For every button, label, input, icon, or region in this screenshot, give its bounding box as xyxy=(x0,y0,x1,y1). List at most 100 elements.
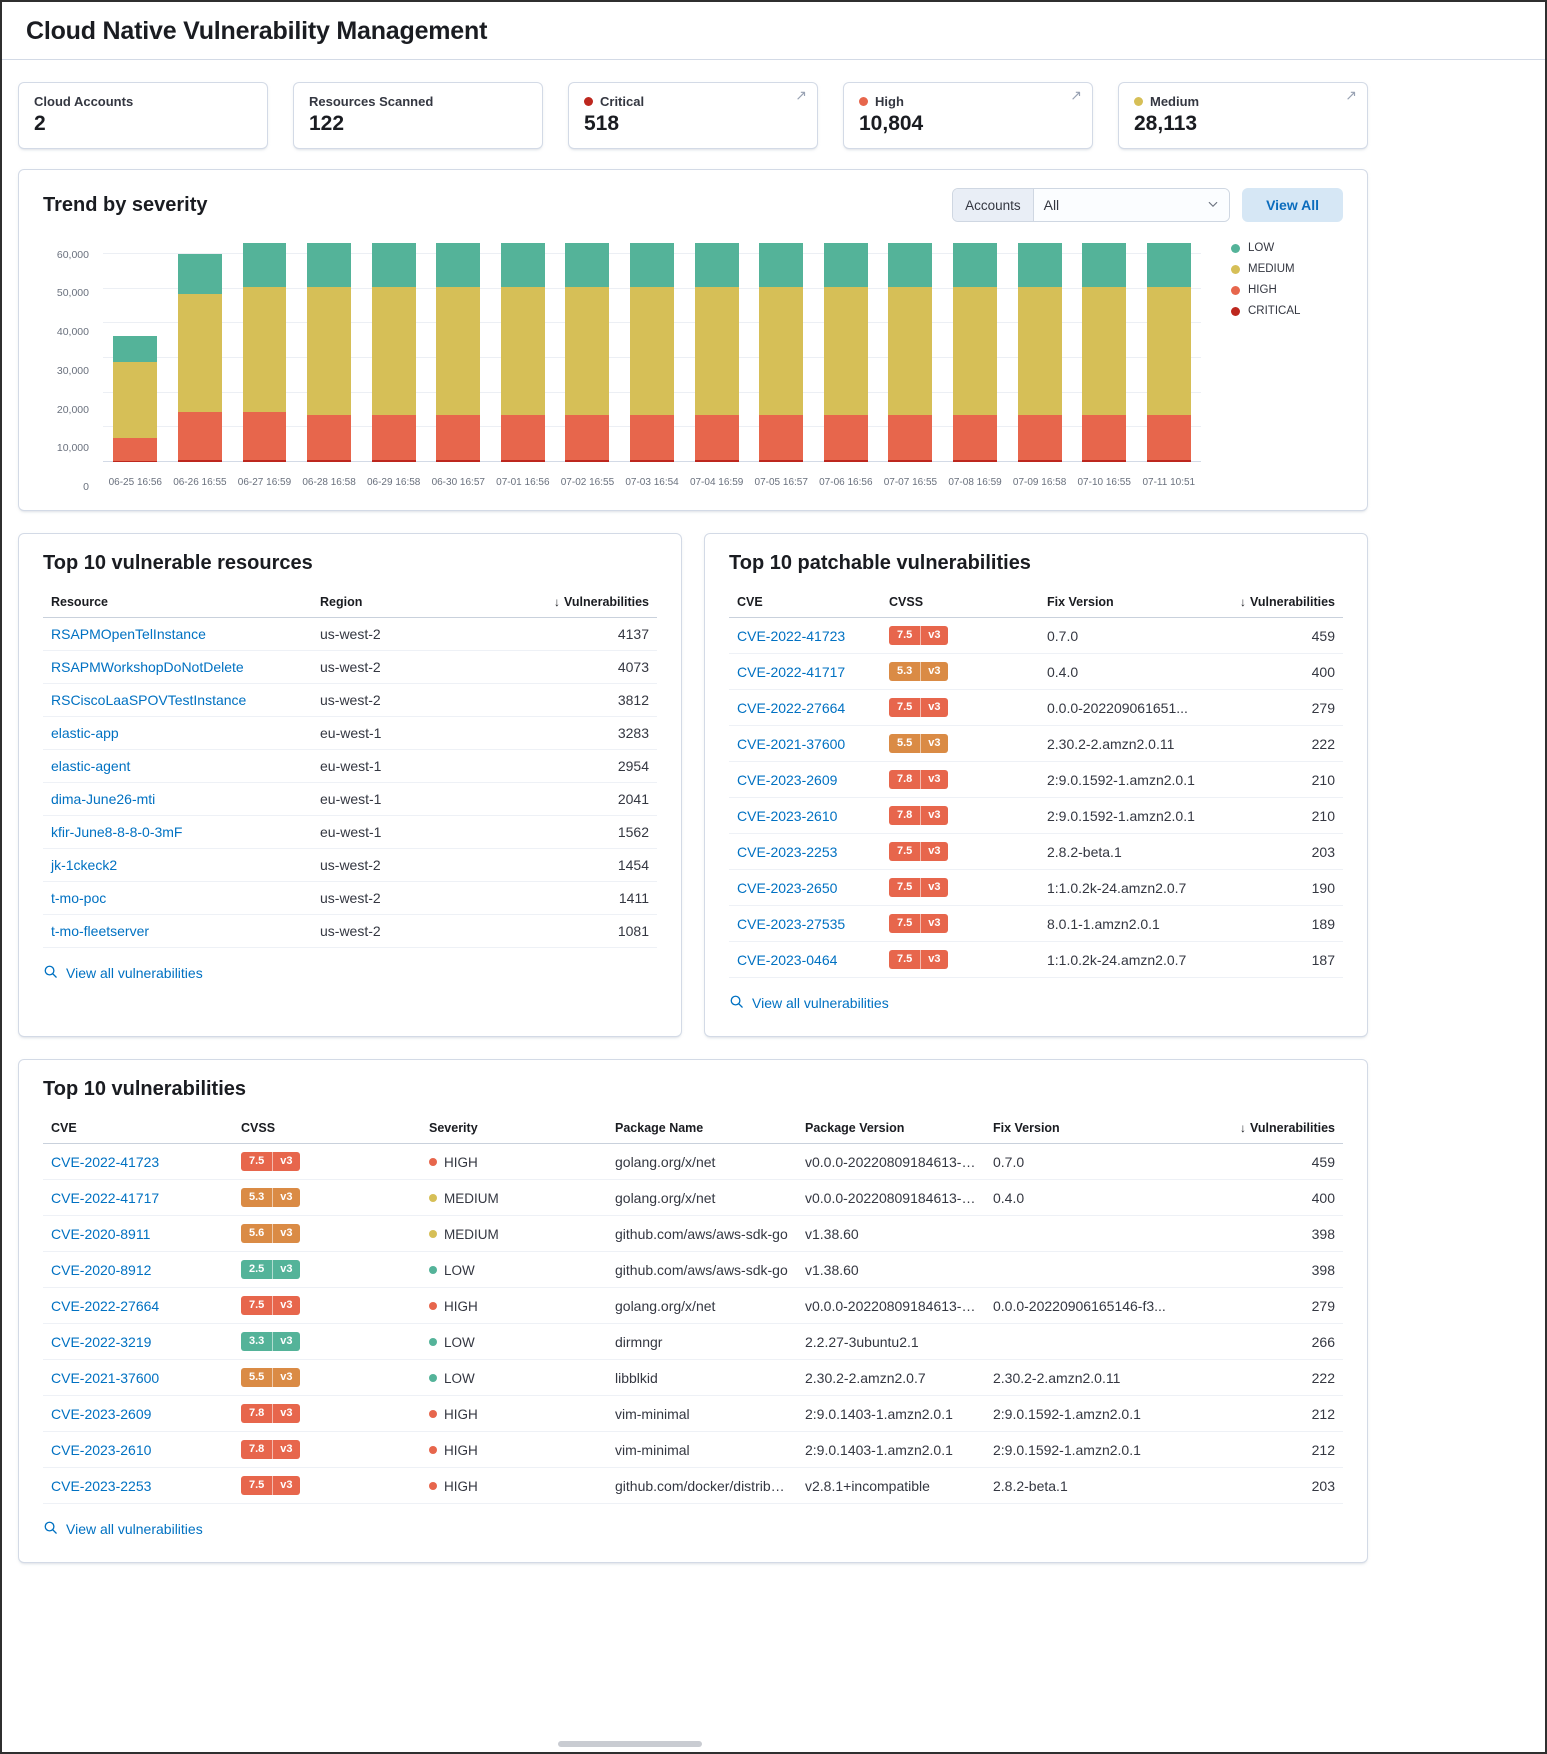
trend-bar[interactable] xyxy=(694,240,739,462)
table-row: t-mo-poc us-west-2 1411 xyxy=(43,881,657,915)
resource-link[interactable]: elastic-agent xyxy=(51,758,131,774)
trend-bar[interactable] xyxy=(888,240,933,462)
trend-bar[interactable] xyxy=(436,240,481,462)
horizontal-scrollbar-thumb[interactable] xyxy=(558,1741,702,1747)
view-all-button[interactable]: View All xyxy=(1242,188,1343,222)
cve-link[interactable]: CVE-2020-8911 xyxy=(51,1225,151,1242)
resource-link[interactable]: t-mo-poc xyxy=(51,890,107,906)
stat-card-resources-scanned: Resources Scanned 122 xyxy=(293,82,543,149)
cve-link[interactable]: CVE-2023-2609 xyxy=(51,1405,152,1422)
trend-bar[interactable] xyxy=(565,240,610,462)
legend-item-medium[interactable]: MEDIUM xyxy=(1231,263,1343,275)
column-header-cvss[interactable]: CVSS xyxy=(233,1113,421,1144)
trend-bar[interactable] xyxy=(953,240,997,462)
view-all-vulnerabilities-link[interactable]: View all vulnerabilities xyxy=(43,964,203,982)
fix-version-cell xyxy=(985,1215,1221,1252)
trend-bar[interactable] xyxy=(630,240,674,462)
legend-item-low[interactable]: LOW xyxy=(1231,242,1343,254)
legend-item-high[interactable]: HIGH xyxy=(1231,284,1343,296)
column-label: Package Version xyxy=(805,1121,905,1135)
bar-segment-high xyxy=(1082,415,1127,461)
column-header-resource[interactable]: Resource xyxy=(43,587,312,618)
accounts-filter[interactable]: Accounts All xyxy=(952,188,1231,222)
cve-link[interactable]: CVE-2020-8912 xyxy=(51,1261,152,1278)
cve-link[interactable]: CVE-2023-2610 xyxy=(737,807,838,824)
resource-link[interactable]: elastic-app xyxy=(51,725,119,741)
trend-bar[interactable] xyxy=(1017,240,1062,462)
cve-link[interactable]: CVE-2022-27664 xyxy=(51,1297,160,1314)
resource-link[interactable]: t-mo-fleetserver xyxy=(51,923,150,939)
trend-bar[interactable] xyxy=(500,240,545,462)
cve-link[interactable]: CVE-2021-37600 xyxy=(51,1369,160,1386)
stat-card-high[interactable]: High 10,804 ↗ xyxy=(843,82,1093,149)
cve-link[interactable]: CVE-2023-2253 xyxy=(737,843,838,860)
resource-link[interactable]: dima-June26-mti xyxy=(51,791,156,807)
column-header-cve[interactable]: CVE xyxy=(729,587,881,618)
cve-link[interactable]: CVE-2023-2610 xyxy=(51,1441,152,1458)
package-name-cell: golang.org/x/net xyxy=(607,1179,797,1216)
trend-bar[interactable] xyxy=(307,240,352,462)
expand-icon[interactable]: ↗ xyxy=(1070,87,1082,103)
cve-link[interactable]: CVE-2022-41723 xyxy=(51,1153,160,1170)
accounts-select[interactable]: All xyxy=(1033,189,1230,221)
cve-link[interactable]: CVE-2022-41723 xyxy=(737,627,846,644)
expand-icon[interactable]: ↗ xyxy=(795,87,807,103)
bar-segment-high xyxy=(694,415,739,461)
cve-link[interactable]: CVE-2022-41717 xyxy=(51,1189,160,1206)
column-header-package-name[interactable]: Package Name xyxy=(607,1113,797,1144)
resource-link[interactable]: RSAPMOpenTelInstance xyxy=(51,626,206,642)
resource-link[interactable]: RSCiscoLaaSPOVTestInstance xyxy=(51,692,247,708)
column-header-package-version[interactable]: Package Version xyxy=(797,1113,985,1144)
trend-bar[interactable] xyxy=(1146,240,1191,462)
trend-bar[interactable] xyxy=(1082,240,1127,462)
column-header-fix-version[interactable]: Fix Version xyxy=(1039,587,1221,618)
bar-segment-medium xyxy=(177,293,222,413)
trend-bar[interactable] xyxy=(177,240,222,462)
trend-bar[interactable] xyxy=(113,240,158,462)
trend-bar[interactable] xyxy=(242,240,287,462)
expand-icon[interactable]: ↗ xyxy=(1345,87,1357,103)
trend-bar[interactable] xyxy=(823,240,868,462)
resource-link[interactable]: RSAPMWorkshopDoNotDelete xyxy=(51,659,244,675)
panel-title-top-vulnerabilities: Top 10 vulnerabilities xyxy=(43,1078,247,1100)
trend-bar[interactable] xyxy=(371,240,416,462)
cve-link[interactable]: CVE-2023-0464 xyxy=(737,951,838,968)
cve-link[interactable]: CVE-2023-2253 xyxy=(51,1477,152,1494)
cve-link[interactable]: CVE-2022-27664 xyxy=(737,699,846,716)
x-axis-label: 07-08 16:59 xyxy=(948,477,1002,488)
bar-segment-medium xyxy=(307,286,352,416)
trend-bar[interactable] xyxy=(759,240,804,462)
stat-card-medium[interactable]: Medium 28,113 ↗ xyxy=(1118,82,1368,149)
vulnerabilities-cell: 189 xyxy=(1221,905,1343,942)
vulnerable-resources-panel: Top 10 vulnerable resources Resource Reg… xyxy=(18,533,682,1037)
severity-indicator: LOW xyxy=(429,1263,475,1278)
column-header-vulnerabilities[interactable]: ↓ Vulnerabilities xyxy=(522,587,657,618)
fix-version-cell: 0.7.0 xyxy=(985,1143,1221,1180)
cve-link[interactable]: CVE-2021-37600 xyxy=(737,735,846,752)
resource-link[interactable]: kfir-June8-8-8-0-3mF xyxy=(51,824,183,840)
package-version-cell: 2:9.0.1403-1.amzn2.0.1 xyxy=(797,1431,985,1468)
column-header-fix-version[interactable]: Fix Version xyxy=(985,1113,1221,1144)
x-axis-label: 06-26 16:55 xyxy=(173,477,227,488)
cve-link[interactable]: CVE-2022-41717 xyxy=(737,663,846,680)
severity-label: MEDIUM xyxy=(444,1226,499,1242)
resource-link[interactable]: jk-1ckeck2 xyxy=(51,857,118,873)
view-all-vulnerabilities-link[interactable]: View all vulnerabilities xyxy=(729,994,889,1012)
column-header-region[interactable]: Region xyxy=(312,587,522,618)
column-header-vulnerabilities[interactable]: ↓ Vulnerabilities xyxy=(1221,587,1343,618)
column-header-severity[interactable]: Severity xyxy=(421,1113,607,1144)
table-row: t-mo-fleetserver us-west-2 1081 xyxy=(43,914,657,948)
column-header-cvss[interactable]: CVSS xyxy=(881,587,1039,618)
bar-segment-medium xyxy=(371,286,416,416)
cve-link[interactable]: CVE-2022-3219 xyxy=(51,1333,152,1350)
stat-card-critical[interactable]: Critical 518 ↗ xyxy=(568,82,818,149)
column-header-cve[interactable]: CVE xyxy=(43,1113,233,1144)
cve-link[interactable]: CVE-2023-2609 xyxy=(737,771,838,788)
legend-item-critical[interactable]: CRITICAL xyxy=(1231,305,1343,317)
cve-link[interactable]: CVE-2023-2650 xyxy=(737,879,838,896)
view-all-vulnerabilities-link[interactable]: View all vulnerabilities xyxy=(43,1520,203,1538)
severity-indicator: HIGH xyxy=(429,1155,478,1170)
cve-link[interactable]: CVE-2023-27535 xyxy=(737,915,846,932)
table-row: RSCiscoLaaSPOVTestInstance us-west-2 3812 xyxy=(43,683,657,717)
column-header-vulnerabilities[interactable]: ↓ Vulnerabilities xyxy=(1221,1113,1343,1144)
